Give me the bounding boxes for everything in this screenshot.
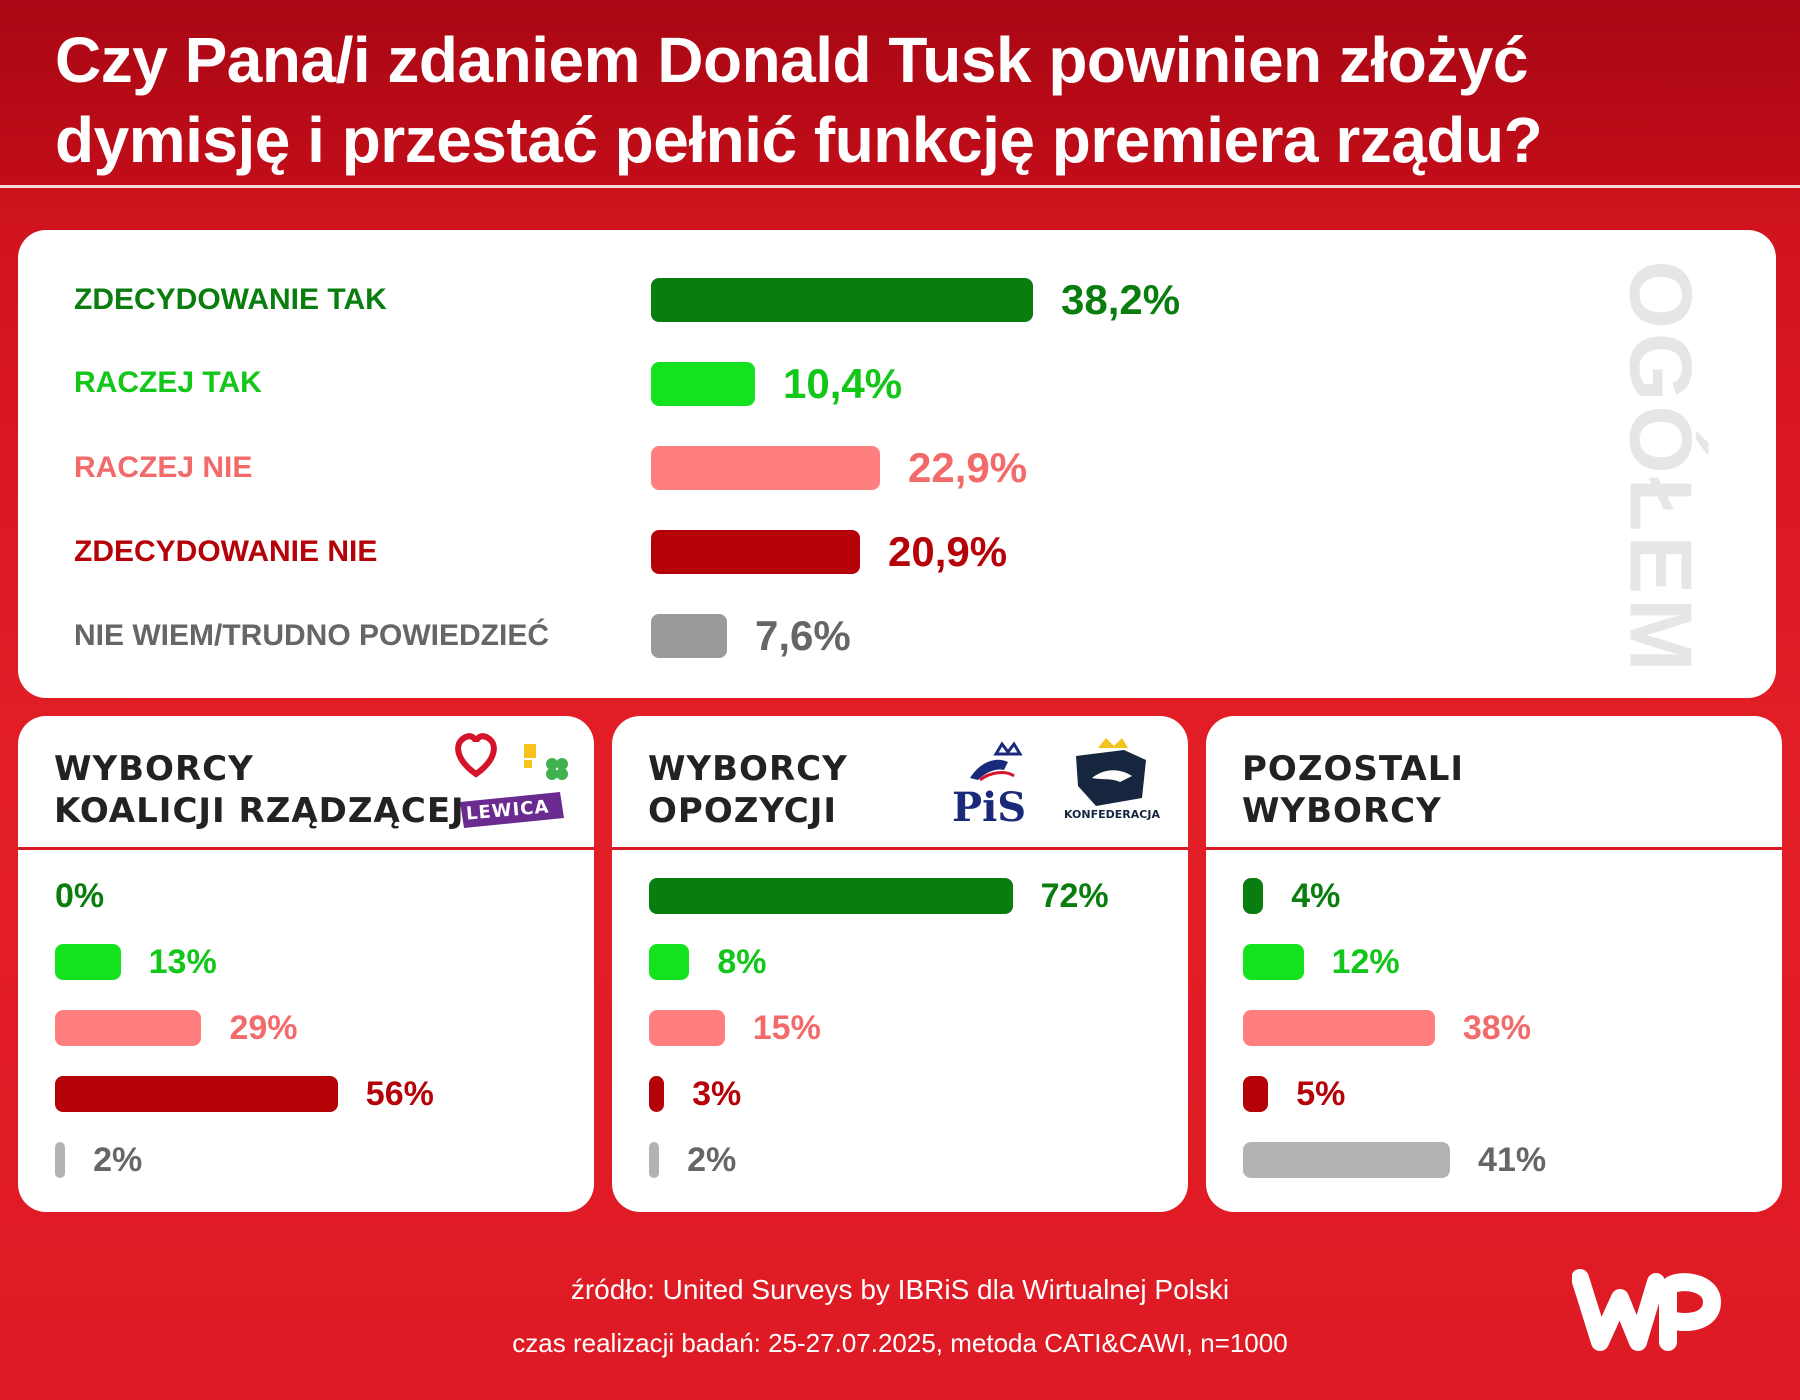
category-label-raczej-tak: RACZEJ TAK	[74, 366, 262, 399]
opposition-voters-header: WYBORCY OPOZYCJI PiS KONFEDERACJA	[612, 716, 1188, 850]
bar-nie-wiem	[1243, 1142, 1451, 1178]
value-label-raczej-tak: 13%	[148, 943, 217, 981]
bar-zdecydowanie-tak	[1243, 878, 1264, 914]
value-label-raczej-tak: 8%	[717, 943, 767, 981]
bar-zdecydowanie-nie	[651, 530, 860, 574]
value-label-zdecydowanie-tak: 0%	[55, 877, 105, 915]
coalition-title-line-1: WYBORCY	[54, 749, 254, 789]
bar-raczej-nie	[649, 1010, 725, 1046]
category-label-raczej-nie: RACZEJ NIE	[74, 451, 253, 484]
overall-side-label: OGÓŁEM	[1612, 260, 1711, 675]
coalition-voters-title: WYBORCY KOALICJI RZĄDZĄCEJ	[54, 748, 465, 832]
wp-logo	[1571, 1262, 1722, 1362]
category-label-zdecydowanie-nie: ZDECYDOWANIE NIE	[74, 535, 378, 568]
value-label-raczej-tak: 12%	[1331, 943, 1400, 981]
bar-raczej-tak	[1243, 944, 1304, 980]
value-label-raczej-nie: 29%	[229, 1009, 298, 1047]
bar-nie-wiem	[649, 1142, 660, 1178]
other-voters-card: POZOSTALI WYBORCY 4% 12% 38% 5% 41%	[1206, 716, 1782, 1212]
bar-nie-wiem	[55, 1142, 66, 1178]
other-title-line-1: POZOSTALI	[1242, 749, 1465, 789]
eagle-icon	[970, 741, 1023, 782]
coalition-title-line-2: KOALICJI RZĄDZĄCEJ	[54, 791, 465, 831]
bar-nie-wiem	[651, 614, 727, 658]
konfederacja-emblem-icon	[1076, 738, 1146, 806]
other-voters-header: POZOSTALI WYBORCY	[1206, 716, 1782, 850]
opposition-voters-title: WYBORCY OPOZYCJI	[648, 748, 848, 832]
category-label-zdecydowanie-tak: ZDECYDOWANIE TAK	[74, 283, 387, 316]
bar-zdecydowanie-tak	[651, 278, 1033, 322]
title-line-1: Czy Pana/i zdaniem Donald Tusk powinien …	[55, 24, 1528, 96]
value-label-zdecydowanie-tak: 72%	[1040, 877, 1109, 915]
value-label-zdecydowanie-nie: 20,9%	[888, 528, 1008, 575]
konfederacja-logo-text: KONFEDERACJA	[1064, 808, 1160, 821]
other-title-line-2: WYBORCY	[1242, 791, 1442, 831]
bar-zdecydowanie-nie	[55, 1076, 338, 1112]
value-label-raczej-nie: 38%	[1462, 1009, 1531, 1047]
source-text: źródło: United Surveys by IBRiS dla Wirt…	[570, 1274, 1230, 1305]
value-label-nie-wiem: 2%	[93, 1141, 143, 1179]
coalition-voters-header: WYBORCY KOALICJI RZĄDZĄCEJ LEWICA	[18, 716, 594, 850]
value-label-raczej-tak: 10,4%	[783, 360, 903, 407]
category-label-nie-wiem: NIE WIEM/TRUDNO POWIEDZIEĆ	[74, 619, 549, 652]
heart-icon	[455, 733, 568, 828]
bar-zdecydowanie-nie	[649, 1076, 665, 1112]
value-label-nie-wiem: 7,6%	[755, 612, 851, 659]
bar-raczej-nie	[1243, 1010, 1435, 1046]
wp-logo-icon	[1571, 1269, 1721, 1351]
overall-chart-card: ZDECYDOWANIE TAK RACZEJ TAK RACZEJ NIE Z…	[18, 230, 1776, 698]
value-label-zdecydowanie-nie: 3%	[692, 1075, 742, 1113]
value-label-zdecydowanie-tak: 4%	[1291, 877, 1341, 915]
coalition-voters-card: WYBORCY KOALICJI RZĄDZĄCEJ LEWICA 0% 13% 2…	[18, 716, 594, 1212]
pis-logo-text: PiS	[952, 784, 1027, 831]
value-label-raczej-nie: 22,9%	[908, 444, 1028, 491]
coalition-logos: LEWICA	[452, 730, 572, 830]
value-label-nie-wiem: 41%	[1478, 1141, 1547, 1179]
bar-raczej-tak	[651, 362, 755, 406]
bar-zdecydowanie-nie	[1243, 1076, 1269, 1112]
value-label-raczej-nie: 15%	[752, 1009, 821, 1047]
bar-zdecydowanie-tak	[649, 878, 1013, 914]
value-label-nie-wiem: 2%	[687, 1141, 737, 1179]
pis-logo: PiS	[950, 740, 1040, 831]
opposition-voters-card: WYBORCY OPOZYCJI PiS KONFEDERACJA 72% 8% 1…	[612, 716, 1188, 1212]
page-title: Czy Pana/i zdaniem Donald Tusk powinien …	[55, 20, 1705, 180]
value-label-zdecydowanie-nie: 5%	[1296, 1075, 1346, 1113]
value-label-zdecydowanie-nie: 56%	[365, 1075, 434, 1113]
other-voters-title: POZOSTALI WYBORCY	[1242, 748, 1464, 832]
opposition-title-line-1: WYBORCY	[648, 749, 848, 789]
konfederacja-logo: KONFEDERACJA	[1062, 738, 1162, 838]
overall-label: OGÓŁEM	[1612, 260, 1712, 676]
bar-raczej-tak	[649, 944, 690, 980]
value-label-zdecydowanie-tak: 38,2%	[1061, 276, 1181, 323]
bar-raczej-nie	[55, 1010, 202, 1046]
opposition-title-line-2: OPOZYCJI	[648, 791, 838, 831]
title-line-2: dymisję i przestać pełnić funkcję premie…	[55, 104, 1543, 176]
bar-raczej-tak	[55, 944, 121, 980]
header: Czy Pana/i zdaniem Donald Tusk powinien …	[0, 0, 1800, 188]
survey-details-text: czas realizacji badań: 25-27.07.2025, me…	[512, 1328, 1288, 1358]
bar-raczej-nie	[651, 446, 880, 490]
